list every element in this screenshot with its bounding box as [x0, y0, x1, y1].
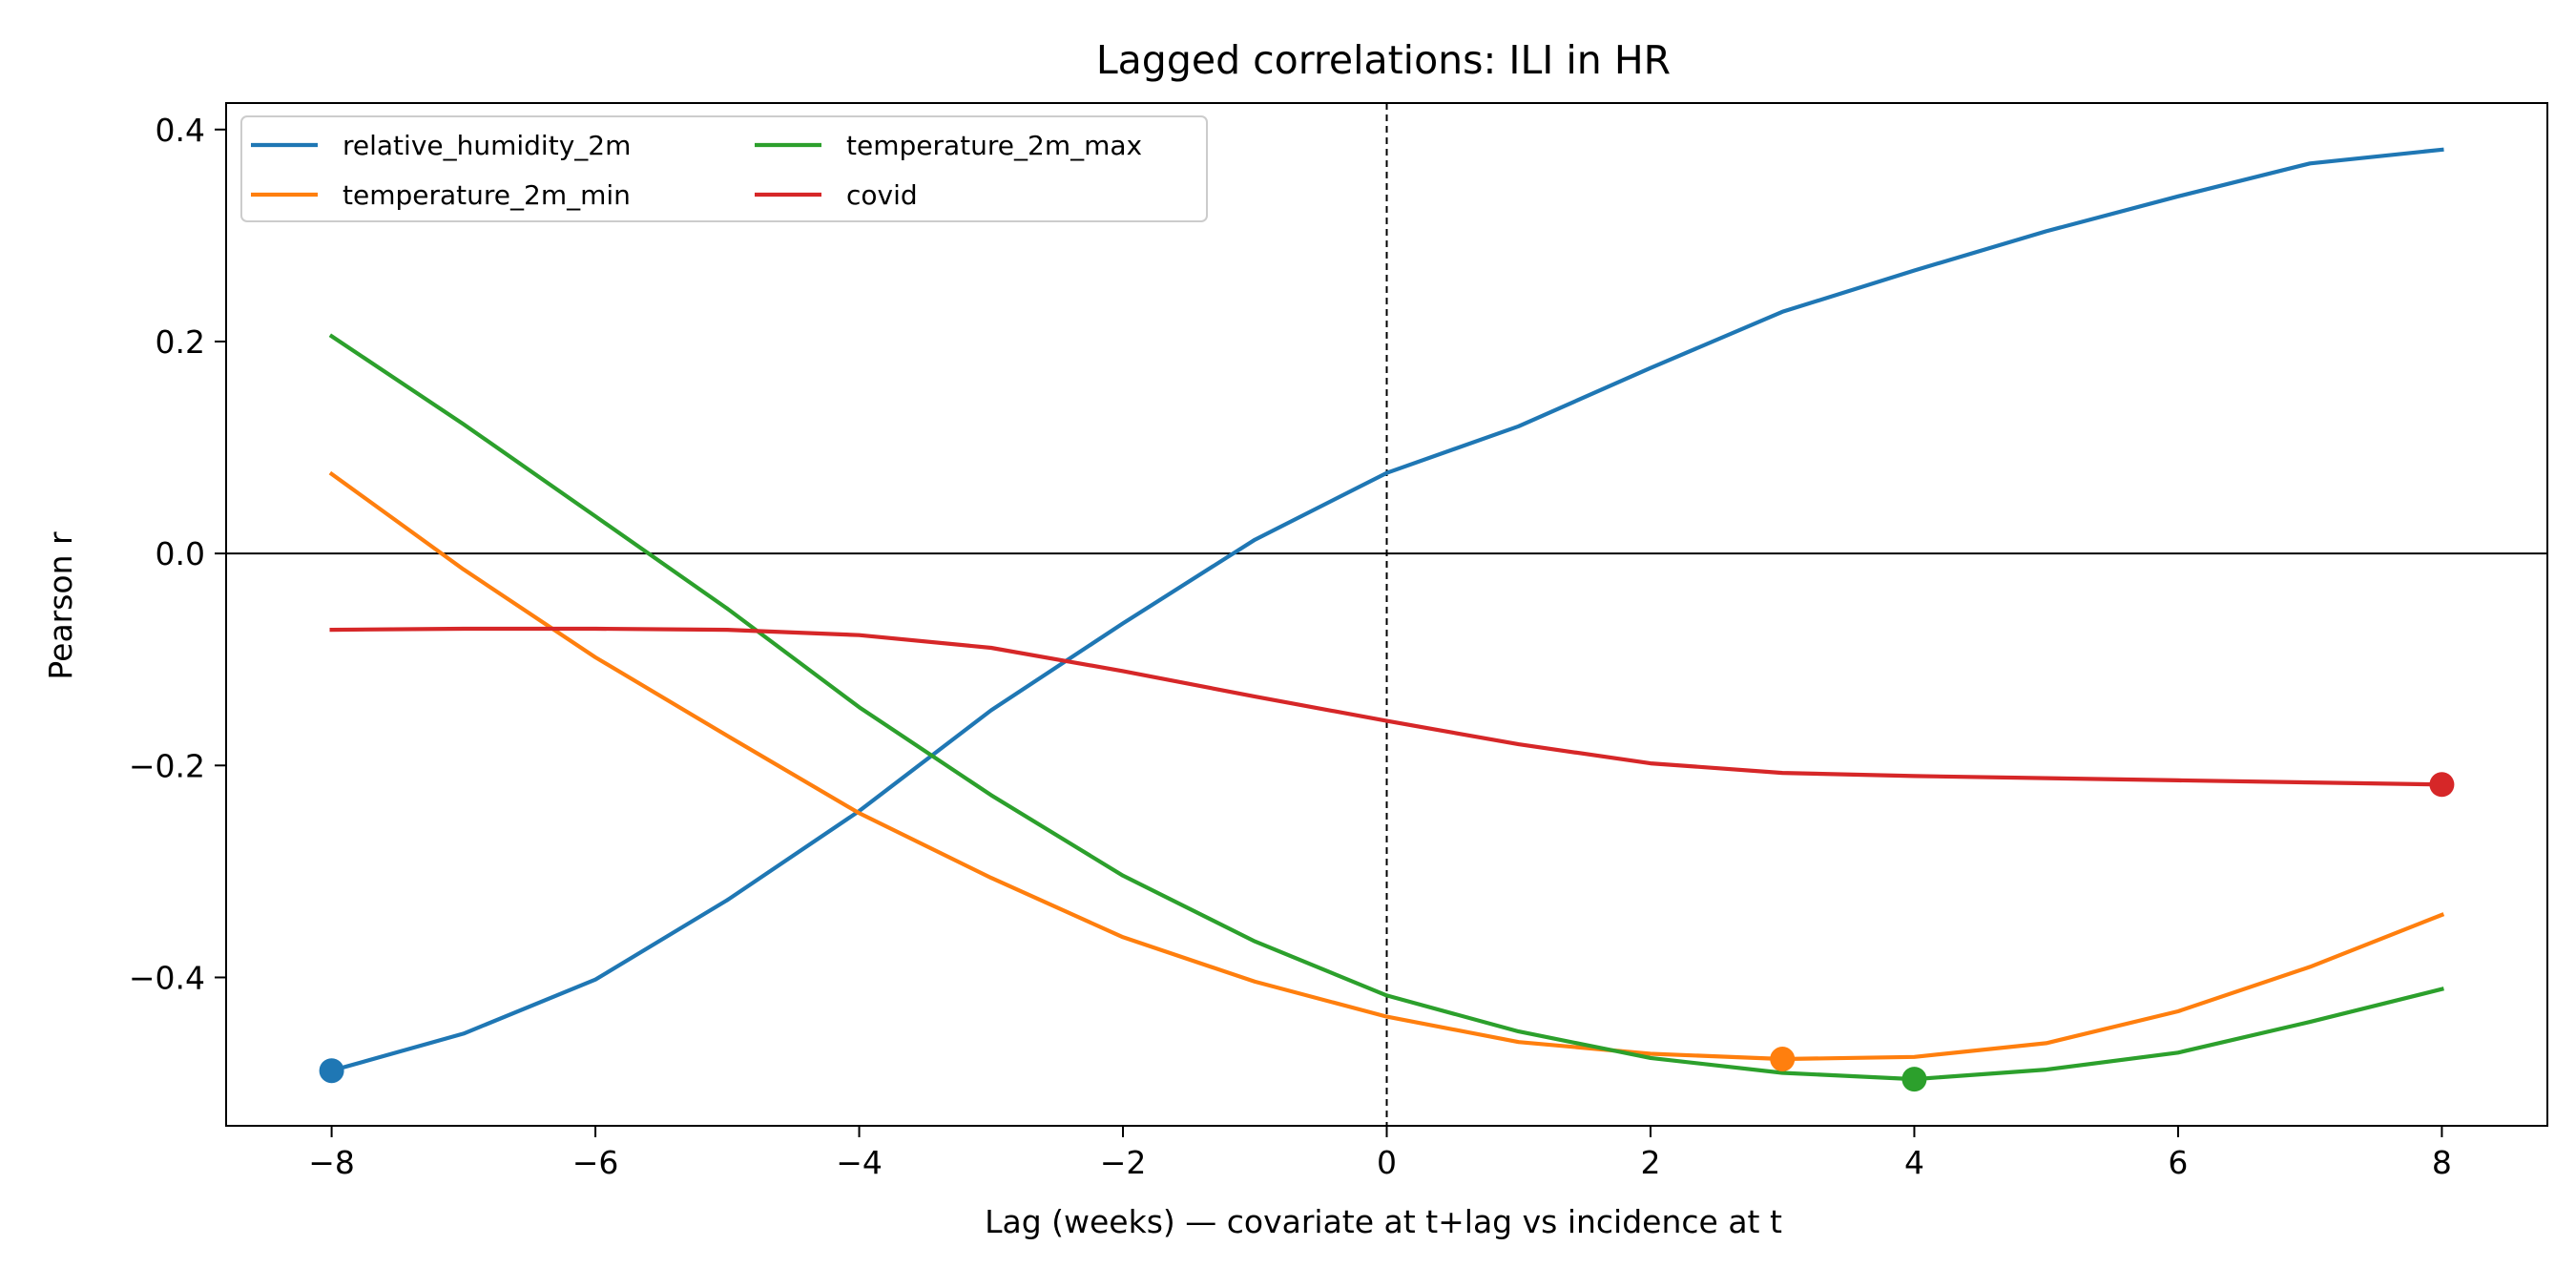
y-tick-label: 0.2 — [156, 323, 205, 361]
x-axis-label: Lag (weeks) — covariate at t+lag vs inci… — [985, 1203, 1782, 1240]
legend-label-relative_humidity_2m: relative_humidity_2m — [343, 130, 631, 161]
series-line-relative_humidity_2m — [329, 147, 2444, 1073]
y-axis-label: Pearson r — [42, 531, 79, 680]
x-tick-label: −4 — [836, 1144, 883, 1181]
y-tick-label: 0.4 — [156, 112, 205, 149]
x-tick-label: −8 — [308, 1144, 355, 1181]
x-tick-label: 8 — [2432, 1144, 2452, 1181]
legend-label-temperature_2m_max: temperature_2m_max — [846, 130, 1142, 161]
legend: relative_humidity_2m temperature_2m_min te… — [240, 115, 1208, 222]
extreme-marker-temperature_2m_max — [1901, 1067, 1927, 1092]
chart-title: Lagged correlations: ILI in HR — [1096, 37, 1671, 83]
legend-box — [240, 115, 1208, 222]
x-tick-label: 0 — [1377, 1144, 1397, 1181]
x-tick-label: −6 — [572, 1144, 619, 1181]
extreme-marker-temperature_2m_min — [1770, 1047, 1796, 1072]
series-line-covid — [329, 626, 2444, 787]
extreme-marker-relative_humidity_2m — [319, 1058, 344, 1084]
legend-label-covid: covid — [846, 179, 918, 211]
x-tick-label: 6 — [2168, 1144, 2188, 1181]
x-tick-label: −2 — [1100, 1144, 1147, 1181]
legend-label-temperature_2m_min: temperature_2m_min — [343, 179, 631, 211]
y-tick-label: −0.2 — [129, 747, 205, 784]
y-tick-label: −0.4 — [129, 959, 205, 996]
y-tick-label: 0.0 — [156, 535, 205, 572]
x-tick-label: 4 — [1904, 1144, 1924, 1181]
series-line-temperature_2m_min — [328, 470, 2445, 1062]
series-line-temperature_2m_max — [328, 333, 2444, 1082]
extreme-marker-covid — [2429, 772, 2455, 798]
plot-area: −8 −6 −4 −2 0 2 4 6 8 0.4 0.2 0.0 −0.2 −0.4 — [129, 102, 2548, 1181]
x-tick-label: 2 — [1640, 1144, 1660, 1181]
